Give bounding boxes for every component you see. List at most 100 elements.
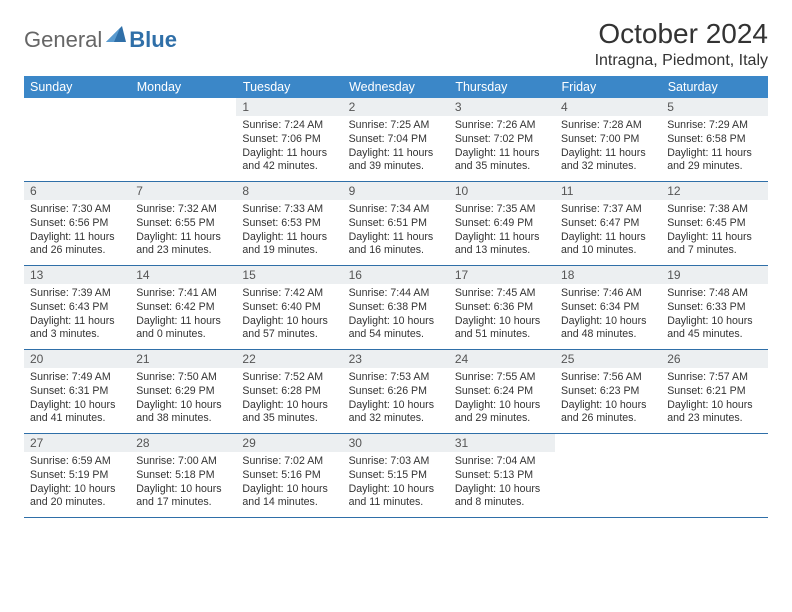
day-details: Sunrise: 7:02 AMSunset: 5:16 PMDaylight:… (236, 452, 342, 512)
calendar-cell (555, 434, 661, 518)
calendar-cell: 6Sunrise: 7:30 AMSunset: 6:56 PMDaylight… (24, 182, 130, 266)
day-number: 3 (449, 98, 555, 116)
day-number: 7 (130, 182, 236, 200)
calendar-cell: 5Sunrise: 7:29 AMSunset: 6:58 PMDaylight… (661, 98, 767, 182)
daylight-text: Daylight: 10 hours and 35 minutes. (242, 399, 336, 427)
calendar-cell: 19Sunrise: 7:48 AMSunset: 6:33 PMDayligh… (661, 266, 767, 350)
calendar-cell: 28Sunrise: 7:00 AMSunset: 5:18 PMDayligh… (130, 434, 236, 518)
calendar-week-row: 1Sunrise: 7:24 AMSunset: 7:06 PMDaylight… (24, 98, 768, 182)
day-number: 12 (661, 182, 767, 200)
calendar-cell: 31Sunrise: 7:04 AMSunset: 5:13 PMDayligh… (449, 434, 555, 518)
calendar-cell (24, 98, 130, 182)
daylight-text: Daylight: 11 hours and 3 minutes. (30, 315, 124, 343)
day-number: 24 (449, 350, 555, 368)
weekday-header: Saturday (661, 76, 767, 98)
sunset-text: Sunset: 6:23 PM (561, 385, 655, 399)
sunrise-text: Sunrise: 7:30 AM (30, 203, 124, 217)
brand-logo: General Blue (24, 26, 177, 53)
day-details: Sunrise: 7:46 AMSunset: 6:34 PMDaylight:… (555, 284, 661, 344)
brand-part2: Blue (129, 27, 177, 53)
daylight-text: Daylight: 10 hours and 14 minutes. (242, 483, 336, 511)
day-details: Sunrise: 7:41 AMSunset: 6:42 PMDaylight:… (130, 284, 236, 344)
daylight-text: Daylight: 10 hours and 45 minutes. (667, 315, 761, 343)
day-number: 4 (555, 98, 661, 116)
day-details: Sunrise: 7:30 AMSunset: 6:56 PMDaylight:… (24, 200, 130, 260)
calendar-cell: 9Sunrise: 7:34 AMSunset: 6:51 PMDaylight… (343, 182, 449, 266)
sunrise-text: Sunrise: 7:35 AM (455, 203, 549, 217)
sunset-text: Sunset: 6:28 PM (242, 385, 336, 399)
sunset-text: Sunset: 6:24 PM (455, 385, 549, 399)
calendar-cell: 10Sunrise: 7:35 AMSunset: 6:49 PMDayligh… (449, 182, 555, 266)
daylight-text: Daylight: 11 hours and 39 minutes. (349, 147, 443, 175)
calendar-cell: 13Sunrise: 7:39 AMSunset: 6:43 PMDayligh… (24, 266, 130, 350)
day-details: Sunrise: 7:28 AMSunset: 7:00 PMDaylight:… (555, 116, 661, 176)
day-details: Sunrise: 7:53 AMSunset: 6:26 PMDaylight:… (343, 368, 449, 428)
daylight-text: Daylight: 10 hours and 29 minutes. (455, 399, 549, 427)
sunrise-text: Sunrise: 7:44 AM (349, 287, 443, 301)
calendar-cell: 8Sunrise: 7:33 AMSunset: 6:53 PMDaylight… (236, 182, 342, 266)
daylight-text: Daylight: 10 hours and 41 minutes. (30, 399, 124, 427)
day-number: 17 (449, 266, 555, 284)
brand-part1: General (24, 27, 102, 53)
daylight-text: Daylight: 11 hours and 35 minutes. (455, 147, 549, 175)
calendar-table: SundayMondayTuesdayWednesdayThursdayFrid… (24, 76, 768, 518)
day-details: Sunrise: 6:59 AMSunset: 5:19 PMDaylight:… (24, 452, 130, 512)
sunrise-text: Sunrise: 7:33 AM (242, 203, 336, 217)
calendar-cell: 11Sunrise: 7:37 AMSunset: 6:47 PMDayligh… (555, 182, 661, 266)
sunrise-text: Sunrise: 7:50 AM (136, 371, 230, 385)
weekday-header: Tuesday (236, 76, 342, 98)
calendar-cell: 25Sunrise: 7:56 AMSunset: 6:23 PMDayligh… (555, 350, 661, 434)
sunrise-text: Sunrise: 7:00 AM (136, 455, 230, 469)
day-details: Sunrise: 7:56 AMSunset: 6:23 PMDaylight:… (555, 368, 661, 428)
sunset-text: Sunset: 6:43 PM (30, 301, 124, 315)
calendar-cell: 27Sunrise: 6:59 AMSunset: 5:19 PMDayligh… (24, 434, 130, 518)
sunset-text: Sunset: 6:45 PM (667, 217, 761, 231)
sunrise-text: Sunrise: 7:02 AM (242, 455, 336, 469)
sunrise-text: Sunrise: 7:03 AM (349, 455, 443, 469)
sunrise-text: Sunrise: 7:56 AM (561, 371, 655, 385)
daylight-text: Daylight: 11 hours and 13 minutes. (455, 231, 549, 259)
sunset-text: Sunset: 6:53 PM (242, 217, 336, 231)
sunrise-text: Sunrise: 7:57 AM (667, 371, 761, 385)
sunset-text: Sunset: 5:18 PM (136, 469, 230, 483)
day-details: Sunrise: 7:03 AMSunset: 5:15 PMDaylight:… (343, 452, 449, 512)
calendar-cell: 29Sunrise: 7:02 AMSunset: 5:16 PMDayligh… (236, 434, 342, 518)
day-number: 23 (343, 350, 449, 368)
day-number: 22 (236, 350, 342, 368)
day-number: 29 (236, 434, 342, 452)
sunrise-text: Sunrise: 7:45 AM (455, 287, 549, 301)
sunrise-text: Sunrise: 7:34 AM (349, 203, 443, 217)
daylight-text: Daylight: 10 hours and 48 minutes. (561, 315, 655, 343)
daylight-text: Daylight: 10 hours and 51 minutes. (455, 315, 549, 343)
location-label: Intragna, Piedmont, Italy (595, 52, 768, 70)
daylight-text: Daylight: 10 hours and 32 minutes. (349, 399, 443, 427)
day-details: Sunrise: 7:50 AMSunset: 6:29 PMDaylight:… (130, 368, 236, 428)
calendar-cell: 23Sunrise: 7:53 AMSunset: 6:26 PMDayligh… (343, 350, 449, 434)
sunrise-text: Sunrise: 7:53 AM (349, 371, 443, 385)
day-details: Sunrise: 7:26 AMSunset: 7:02 PMDaylight:… (449, 116, 555, 176)
sunrise-text: Sunrise: 7:41 AM (136, 287, 230, 301)
calendar-cell: 14Sunrise: 7:41 AMSunset: 6:42 PMDayligh… (130, 266, 236, 350)
sunset-text: Sunset: 7:04 PM (349, 133, 443, 147)
title-block: October 2024 Intragna, Piedmont, Italy (595, 18, 768, 70)
sunset-text: Sunset: 7:06 PM (242, 133, 336, 147)
calendar-cell: 17Sunrise: 7:45 AMSunset: 6:36 PMDayligh… (449, 266, 555, 350)
sunset-text: Sunset: 6:58 PM (667, 133, 761, 147)
daylight-text: Daylight: 10 hours and 57 minutes. (242, 315, 336, 343)
day-details: Sunrise: 7:32 AMSunset: 6:55 PMDaylight:… (130, 200, 236, 260)
daylight-text: Daylight: 11 hours and 19 minutes. (242, 231, 336, 259)
weekday-header: Friday (555, 76, 661, 98)
topbar: General Blue October 2024 Intragna, Pied… (24, 18, 768, 70)
calendar-cell: 3Sunrise: 7:26 AMSunset: 7:02 PMDaylight… (449, 98, 555, 182)
day-number: 10 (449, 182, 555, 200)
sunset-text: Sunset: 6:31 PM (30, 385, 124, 399)
sunset-text: Sunset: 6:40 PM (242, 301, 336, 315)
daylight-text: Daylight: 10 hours and 54 minutes. (349, 315, 443, 343)
sunrise-text: Sunrise: 7:32 AM (136, 203, 230, 217)
day-details: Sunrise: 7:49 AMSunset: 6:31 PMDaylight:… (24, 368, 130, 428)
daylight-text: Daylight: 11 hours and 10 minutes. (561, 231, 655, 259)
day-number: 1 (236, 98, 342, 116)
sunset-text: Sunset: 6:55 PM (136, 217, 230, 231)
day-details: Sunrise: 7:39 AMSunset: 6:43 PMDaylight:… (24, 284, 130, 344)
day-details: Sunrise: 7:42 AMSunset: 6:40 PMDaylight:… (236, 284, 342, 344)
